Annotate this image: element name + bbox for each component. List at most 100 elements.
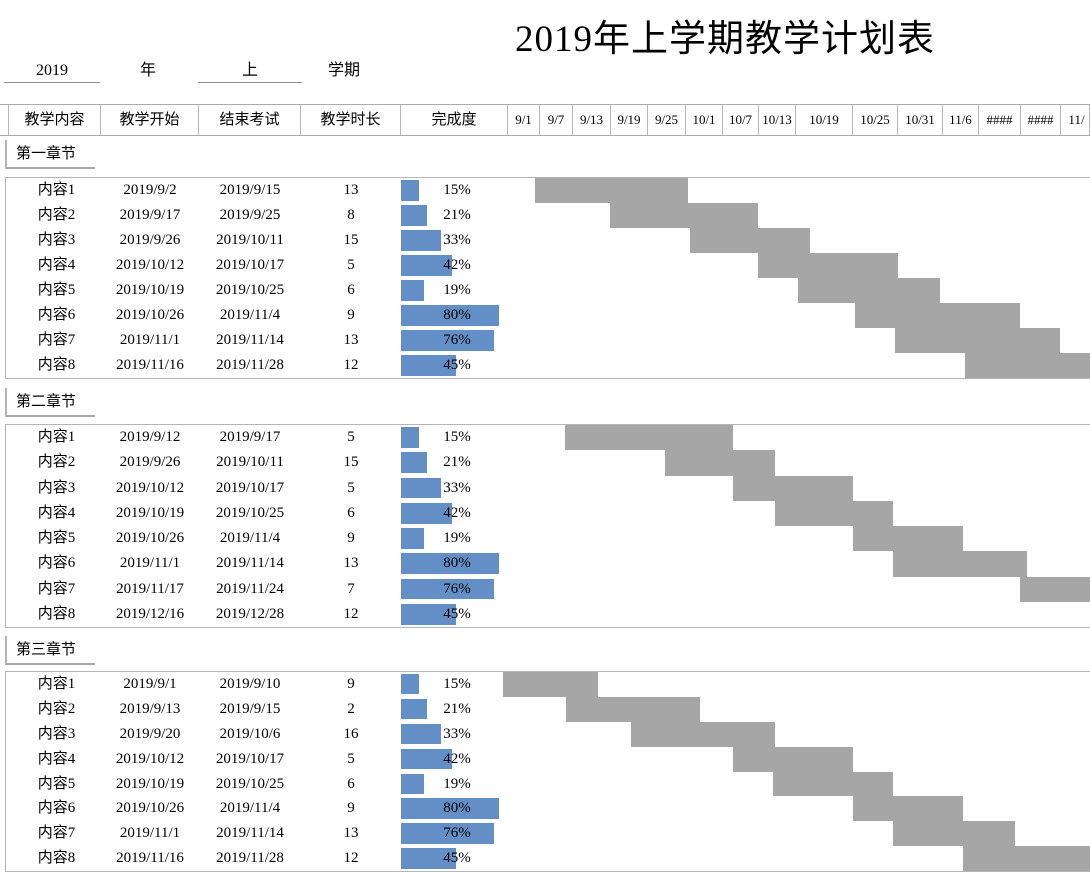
end-date-cell[interactable]: 2019/10/25	[215, 775, 285, 792]
end-date-cell[interactable]: 2019/11/4	[219, 307, 281, 323]
start-date-cell[interactable]: 2019/10/26	[115, 307, 185, 323]
content-cell[interactable]: 内容3	[37, 479, 76, 496]
duration-cell[interactable]: 12	[343, 850, 359, 867]
start-date-cell[interactable]: 2019/11/17	[116, 580, 184, 597]
section-label[interactable]: 第二章节	[5, 388, 95, 417]
completion-percent-cell[interactable]: 19%	[443, 530, 471, 546]
start-date-cell[interactable]: 2019/12/16	[115, 605, 185, 622]
start-date-cell[interactable]: 2019/11/16	[116, 357, 184, 373]
completion-percent-cell[interactable]: 76%	[443, 825, 471, 842]
content-cell[interactable]: 内容8	[37, 605, 76, 622]
start-date-cell[interactable]: 2019/10/12	[115, 257, 185, 273]
content-cell[interactable]: 内容6	[37, 800, 76, 817]
end-date-cell[interactable]: 2019/11/14	[216, 825, 284, 842]
end-date-cell[interactable]: 2019/12/28	[215, 605, 285, 622]
date-column-header[interactable]: 11/6	[942, 105, 978, 135]
start-date-cell[interactable]: 2019/10/19	[115, 282, 185, 298]
duration-cell[interactable]: 8	[347, 207, 355, 223]
duration-cell[interactable]: 12	[343, 357, 359, 373]
duration-cell[interactable]: 13	[343, 182, 359, 198]
completion-percent-cell[interactable]: 15%	[443, 182, 471, 198]
content-cell[interactable]: 内容2	[37, 700, 76, 717]
content-cell[interactable]: 内容4	[37, 750, 76, 767]
start-date-cell[interactable]: 2019/11/16	[116, 850, 184, 867]
start-date-cell[interactable]: 2019/10/26	[115, 800, 185, 817]
completion-percent-cell[interactable]: 15%	[443, 429, 471, 445]
end-date-cell[interactable]: 2019/10/11	[216, 232, 284, 248]
end-date-cell[interactable]: 2019/10/6	[219, 725, 281, 742]
content-cell[interactable]: 内容1	[37, 182, 76, 198]
end-date-cell[interactable]: 2019/9/15	[219, 700, 281, 717]
end-date-cell[interactable]: 2019/10/17	[215, 750, 285, 767]
completion-percent-cell[interactable]: 21%	[443, 454, 471, 471]
end-date-cell[interactable]: 2019/11/4	[219, 530, 281, 546]
end-date-cell[interactable]: 2019/11/14	[216, 555, 284, 572]
date-column-header[interactable]: 9/13	[572, 105, 610, 135]
completion-percent-cell[interactable]: 19%	[443, 775, 471, 792]
date-column-header[interactable]: ####	[1020, 105, 1060, 135]
date-column-header[interactable]: 9/1	[507, 105, 539, 135]
content-cell[interactable]: 内容5	[37, 282, 76, 298]
duration-cell[interactable]: 9	[347, 800, 355, 817]
content-cell[interactable]: 内容8	[37, 357, 76, 373]
end-date-cell[interactable]: 2019/10/25	[215, 282, 285, 298]
end-date-cell[interactable]: 2019/11/24	[216, 580, 284, 597]
start-date-cell[interactable]: 2019/10/12	[115, 750, 185, 767]
duration-cell[interactable]: 5	[347, 479, 355, 496]
duration-cell[interactable]: 5	[347, 750, 355, 767]
duration-cell[interactable]: 13	[343, 555, 359, 572]
completion-percent-cell[interactable]: 42%	[443, 750, 471, 767]
start-date-cell[interactable]: 2019/9/12	[119, 429, 181, 445]
duration-cell[interactable]: 2	[347, 700, 355, 717]
duration-cell[interactable]: 9	[347, 530, 355, 546]
end-date-cell[interactable]: 2019/10/25	[215, 504, 285, 521]
end-date-cell[interactable]: 2019/9/25	[219, 207, 281, 223]
content-cell[interactable]: 内容4	[37, 504, 76, 521]
section-label[interactable]: 第三章节	[5, 636, 95, 665]
date-column-header[interactable]: 9/25	[647, 105, 685, 135]
completion-percent-cell[interactable]: 15%	[443, 676, 471, 692]
content-cell[interactable]: 内容8	[37, 850, 76, 867]
start-date-cell[interactable]: 2019/11/1	[119, 555, 181, 572]
date-column-header[interactable]: 9/19	[610, 105, 647, 135]
end-date-cell[interactable]: 2019/9/10	[219, 676, 281, 692]
date-column-header[interactable]: 10/13	[758, 105, 795, 135]
content-cell[interactable]: 内容4	[37, 257, 76, 273]
duration-cell[interactable]: 6	[347, 282, 355, 298]
content-cell[interactable]: 内容7	[37, 825, 76, 842]
start-date-cell[interactable]: 2019/10/12	[115, 479, 185, 496]
start-date-cell[interactable]: 2019/10/26	[115, 530, 185, 546]
date-column-header[interactable]: 10/31	[897, 105, 942, 135]
end-date-cell[interactable]: 2019/11/28	[216, 850, 284, 867]
completion-percent-cell[interactable]: 80%	[443, 307, 471, 323]
header-completion[interactable]: 完成度	[400, 105, 507, 135]
duration-cell[interactable]: 6	[347, 504, 355, 521]
content-cell[interactable]: 内容5	[37, 530, 76, 546]
duration-cell[interactable]: 13	[343, 825, 359, 842]
header-end[interactable]: 结束考试	[198, 105, 300, 135]
end-date-cell[interactable]: 2019/9/15	[219, 182, 281, 198]
duration-cell[interactable]: 5	[347, 429, 355, 445]
end-date-cell[interactable]: 2019/11/28	[216, 357, 284, 373]
duration-cell[interactable]: 9	[347, 676, 355, 692]
completion-percent-cell[interactable]: 76%	[443, 580, 471, 597]
completion-percent-cell[interactable]: 45%	[443, 605, 471, 622]
date-column-header[interactable]: 10/19	[795, 105, 852, 135]
duration-cell[interactable]: 12	[343, 605, 359, 622]
date-column-header[interactable]: 11/	[1060, 105, 1090, 135]
completion-percent-cell[interactable]: 76%	[443, 332, 471, 348]
completion-percent-cell[interactable]: 33%	[443, 232, 471, 248]
date-column-header[interactable]: 9/7	[539, 105, 572, 135]
completion-percent-cell[interactable]: 33%	[443, 479, 471, 496]
date-column-header[interactable]: 10/1	[685, 105, 722, 135]
content-cell[interactable]: 内容3	[37, 232, 76, 248]
completion-percent-cell[interactable]: 80%	[443, 555, 471, 572]
end-date-cell[interactable]: 2019/10/17	[215, 257, 285, 273]
content-cell[interactable]: 内容2	[37, 207, 76, 223]
start-date-cell[interactable]: 2019/11/1	[119, 332, 181, 348]
header-start[interactable]: 教学开始	[100, 105, 198, 135]
duration-cell[interactable]: 6	[347, 775, 355, 792]
end-date-cell[interactable]: 2019/11/4	[219, 800, 281, 817]
completion-percent-cell[interactable]: 33%	[443, 725, 471, 742]
start-date-cell[interactable]: 2019/9/13	[119, 700, 181, 717]
